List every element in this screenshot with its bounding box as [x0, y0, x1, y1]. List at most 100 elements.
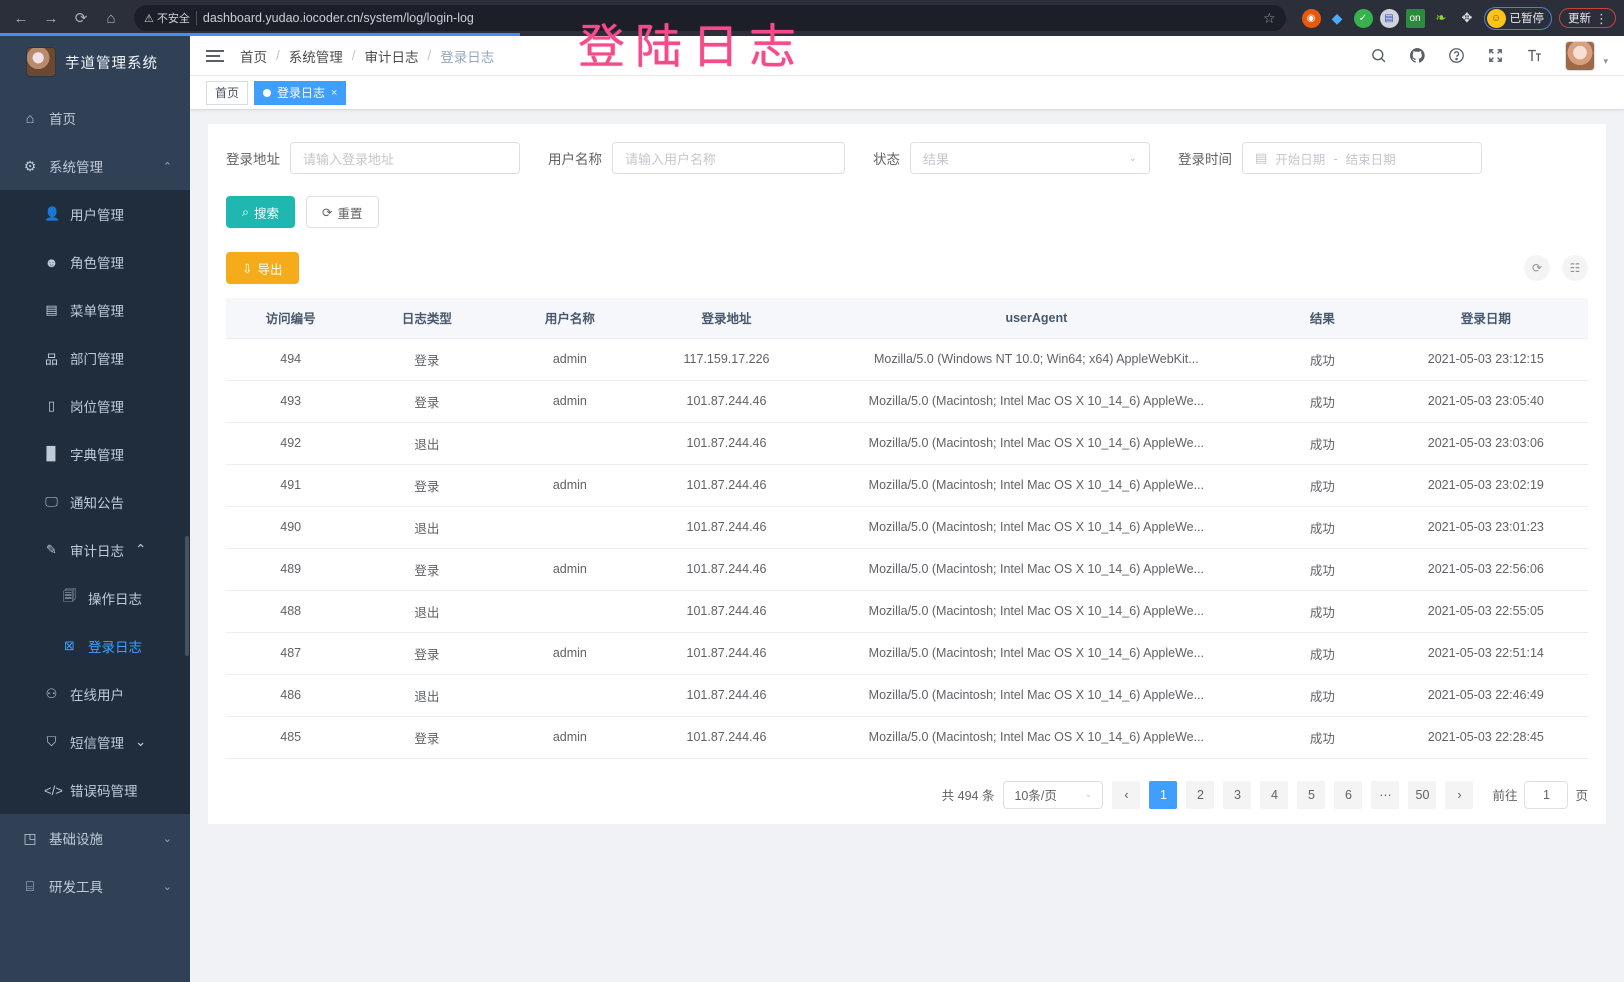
- sidebar-item-dev-tools[interactable]: ⌸ 研发工具 ⌄: [0, 862, 190, 910]
- username-input[interactable]: 请输入用户名称: [612, 142, 845, 174]
- sidebar-item-departments[interactable]: 品 部门管理: [0, 334, 190, 382]
- next-page-button[interactable]: ›: [1445, 780, 1474, 809]
- github-icon[interactable]: [1409, 47, 1426, 64]
- extension-leaf-icon[interactable]: ❧: [1435, 10, 1447, 25]
- sidebar-item-operation-log[interactable]: 🗐 操作日志: [0, 574, 190, 622]
- filter-status: 状态 结果 ⌄: [873, 142, 1150, 174]
- cell-result: 成功: [1261, 590, 1384, 633]
- jump-page-input[interactable]: 1: [1524, 780, 1569, 809]
- export-button[interactable]: ⇩ 导出: [226, 252, 299, 284]
- help-icon[interactable]: [1448, 47, 1465, 64]
- sidebar-item-dict[interactable]: ▉ 字典管理: [0, 430, 190, 478]
- table-row[interactable]: 486 退出 101.87.244.46 Mozilla/5.0 (Macintosh…: [226, 674, 1588, 717]
- table-row[interactable]: 489 登录 admin 101.87.244.46 Mozilla/5.0 (Maci…: [226, 548, 1588, 591]
- filter-login-time: 登录时间 ▤ 开始日期 - 结束日期: [1178, 142, 1482, 174]
- tag-label: 登录日志: [277, 86, 326, 100]
- paused-pill[interactable]: ☺ 已暂停: [1483, 6, 1552, 30]
- breadcrumb-separator: /: [351, 48, 356, 63]
- extension-diamond-icon[interactable]: ◆: [1331, 9, 1343, 26]
- table-header-row: 访问编号 日志类型 用户名称 登录地址 userAgent 结果 登录日期: [226, 298, 1588, 339]
- sidebar-item-sms[interactable]: ⛉ 短信管理 ⌄: [0, 718, 190, 766]
- table-row[interactable]: 491 登录 admin 101.87.244.46 Mozilla/5.0 (Maci…: [226, 464, 1588, 507]
- sidebar-item-error-code[interactable]: </> 错误码管理: [0, 766, 190, 814]
- close-icon[interactable]: ×: [331, 86, 338, 99]
- extension-green-check-icon[interactable]: ✓: [1353, 8, 1373, 28]
- table-toolbar: ⇩ 导出 ⟳ ☷: [226, 252, 1588, 284]
- star-icon[interactable]: ☆: [1262, 9, 1276, 26]
- back-icon[interactable]: ←: [13, 9, 29, 27]
- reload-icon[interactable]: ⟳: [74, 10, 88, 27]
- reset-button[interactable]: ⟳ 重置: [306, 196, 379, 228]
- extension-blue-doc-icon[interactable]: ▤: [1379, 8, 1399, 28]
- tag-home[interactable]: 首页: [206, 80, 249, 105]
- cell-user: [498, 674, 642, 717]
- cell-id: 490: [226, 506, 356, 549]
- cell-result: 成功: [1261, 632, 1384, 675]
- page-number-button[interactable]: 3: [1223, 780, 1252, 809]
- chevron-down-icon: ⌄: [162, 880, 172, 893]
- page-number-button[interactable]: 4: [1260, 780, 1289, 809]
- extension-orange-icon[interactable]: ◉: [1301, 8, 1321, 28]
- search-button[interactable]: ⌕ 搜索: [226, 196, 296, 228]
- sidebar-item-posts[interactable]: ▯ 岗位管理: [0, 382, 190, 430]
- sidebar-item-home[interactable]: ⌂ 首页: [0, 94, 190, 142]
- sidebar-item-online-users[interactable]: ⚇ 在线用户: [0, 670, 190, 718]
- extension-on-badge-icon[interactable]: on: [1405, 8, 1425, 28]
- refresh-table-icon[interactable]: ⟳: [1524, 255, 1550, 281]
- page-number-button[interactable]: 2: [1186, 780, 1215, 809]
- chevron-down-icon: ⌄: [162, 832, 172, 845]
- tag-login-log[interactable]: 登录日志 ×: [254, 80, 347, 105]
- column-settings-icon[interactable]: ☷: [1562, 255, 1588, 281]
- login-time-daterange[interactable]: ▤ 开始日期 - 结束日期: [1242, 142, 1482, 174]
- cell-id: 489: [226, 548, 356, 591]
- warning-triangle-icon: ⚠: [144, 12, 154, 25]
- page-size-select[interactable]: 10条/页 ⌄: [1003, 780, 1104, 809]
- cell-result: 成功: [1261, 338, 1384, 381]
- kebab-menu-icon[interactable]: ⋮: [1595, 10, 1608, 26]
- hamburger-icon[interactable]: [206, 49, 224, 62]
- cell-result: 成功: [1261, 716, 1384, 759]
- breadcrumb-item-system[interactable]: 系统管理: [288, 49, 343, 65]
- cell-date: 2021-05-03 22:46:49: [1383, 674, 1588, 717]
- login-address-input[interactable]: 请输入登录地址: [290, 142, 520, 174]
- avatar[interactable]: [1565, 40, 1596, 71]
- address-bar[interactable]: ⚠ 不安全 dashboard.yudao.iocoder.cn/system/…: [134, 5, 1286, 31]
- sidebar-item-users[interactable]: 👤 用户管理: [0, 190, 190, 238]
- sidebar-scrollbar[interactable]: [185, 536, 189, 656]
- page-number-button[interactable]: 1: [1149, 780, 1178, 809]
- table-row[interactable]: 493 登录 admin 101.87.244.46 Mozilla/5.0 (Maci…: [226, 380, 1588, 423]
- search-icon[interactable]: [1370, 47, 1387, 64]
- update-pill[interactable]: 更新 ⋮: [1559, 8, 1616, 28]
- sidebar-item-roles[interactable]: ☻ 角色管理: [0, 238, 190, 286]
- security-warning[interactable]: ⚠ 不安全: [144, 10, 190, 26]
- cell-id: 486: [226, 674, 356, 717]
- sidebar-item-audit-log[interactable]: ✎ 审计日志 ⌃: [0, 526, 190, 574]
- table-row[interactable]: 488 退出 101.87.244.46 Mozilla/5.0 (Macintosh…: [226, 590, 1588, 633]
- chevron-down-icon[interactable]: ▾: [1603, 55, 1608, 66]
- sidebar-item-system[interactable]: ⚙ 系统管理 ⌃: [0, 142, 190, 190]
- sidebar-item-notice[interactable]: 🖵 通知公告: [0, 478, 190, 526]
- page-number-button[interactable]: 5: [1297, 780, 1326, 809]
- sidebar-item-login-log[interactable]: ⊠ 登录日志: [0, 622, 190, 670]
- sidebar-logo[interactable]: 芋道管理系统: [0, 36, 190, 88]
- prev-page-button[interactable]: ‹: [1112, 780, 1141, 809]
- breadcrumb-item-audit[interactable]: 审计日志: [364, 49, 419, 65]
- sidebar-item-infrastructure[interactable]: ◳ 基础设施 ⌄: [0, 814, 190, 862]
- page-number-button[interactable]: 6: [1334, 780, 1363, 809]
- fullscreen-icon[interactable]: [1487, 47, 1504, 64]
- table-row[interactable]: 492 退出 101.87.244.46 Mozilla/5.0 (Macintosh…: [226, 422, 1588, 465]
- breadcrumb-item-home[interactable]: 首页: [240, 49, 267, 65]
- table-row[interactable]: 487 登录 admin 101.87.244.46 Mozilla/5.0 (Maci…: [226, 632, 1588, 675]
- home-icon[interactable]: ⌂: [106, 9, 116, 27]
- cell-result: 成功: [1261, 674, 1384, 717]
- page-number-button[interactable]: 50: [1408, 780, 1437, 809]
- status-select[interactable]: 结果 ⌄: [910, 142, 1150, 174]
- table-row[interactable]: 494 登录 admin 117.159.17.226 Mozilla/5.0 (Win…: [226, 338, 1588, 381]
- font-size-icon[interactable]: [1526, 47, 1543, 64]
- table-row[interactable]: 485 登录 admin 101.87.244.46 Mozilla/5.0 (Maci…: [226, 716, 1588, 759]
- forward-icon[interactable]: →: [43, 9, 59, 27]
- extension-puzzle-icon[interactable]: ✥: [1461, 10, 1473, 25]
- page-ellipsis[interactable]: ···: [1371, 780, 1400, 809]
- table-row[interactable]: 490 退出 101.87.244.46 Mozilla/5.0 (Macintosh…: [226, 506, 1588, 549]
- sidebar-item-menus[interactable]: ▤ 菜单管理: [0, 286, 190, 334]
